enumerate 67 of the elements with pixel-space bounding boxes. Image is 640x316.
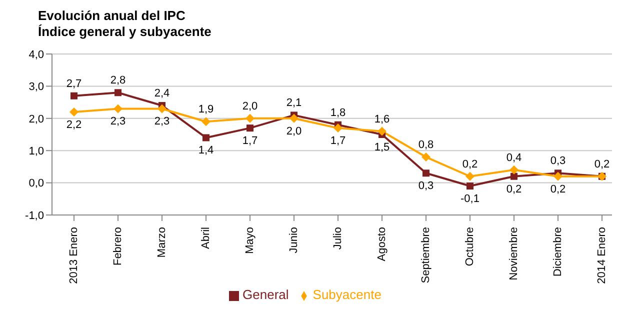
x-tick-label: Octubre xyxy=(464,227,476,266)
data-label: 0,2 xyxy=(550,183,566,196)
data-label: -0,1 xyxy=(460,193,480,206)
data-label: 0,4 xyxy=(506,152,522,164)
y-tick-label: 4,0 xyxy=(28,48,44,61)
y-tick-label: 3,0 xyxy=(28,81,44,94)
data-label: 1,4 xyxy=(198,144,214,157)
chart-title: Evolución anual del IPC xyxy=(38,8,186,24)
data-label: 2,8 xyxy=(110,74,126,87)
y-tick-label: 0,0 xyxy=(28,178,44,190)
y-tick-label: 2,0 xyxy=(28,113,44,126)
chart-subtitle: Índice general y subyacente xyxy=(38,24,212,40)
data-label: 2,1 xyxy=(286,97,302,110)
point xyxy=(202,134,210,142)
data-label: 0,8 xyxy=(418,139,434,152)
point xyxy=(246,124,254,132)
data-label: 0,2 xyxy=(462,158,478,170)
data-label: 2,7 xyxy=(66,78,82,90)
data-label: 0,3 xyxy=(550,155,566,168)
point xyxy=(422,170,430,177)
y-tick-label: -1,0 xyxy=(25,210,44,222)
data-label: 2,0 xyxy=(242,100,258,112)
x-tick-label: Marzo xyxy=(156,227,168,258)
point xyxy=(70,92,78,100)
x-tick-label: Julio xyxy=(332,227,344,250)
y-tick-label: 1,0 xyxy=(28,146,44,158)
x-tick-label: Septiembre xyxy=(420,227,432,284)
x-tick-label: Diciembre xyxy=(552,227,564,277)
data-label: 1,9 xyxy=(198,104,214,116)
point xyxy=(290,114,298,123)
data-label: 1,8 xyxy=(330,106,346,119)
x-tick-label: Agosto xyxy=(376,227,388,262)
point xyxy=(114,104,122,114)
point xyxy=(510,172,518,180)
data-label: 2,0 xyxy=(286,125,302,138)
data-label: 2,2 xyxy=(66,118,82,131)
data-label: 0,3 xyxy=(418,180,434,192)
point xyxy=(202,117,210,126)
x-tick-label: Noviembre xyxy=(508,227,520,280)
point xyxy=(70,107,78,116)
data-label: 2,3 xyxy=(154,116,170,128)
x-tick-label: Mayo xyxy=(244,227,256,254)
data-label: 1,7 xyxy=(330,135,346,148)
point xyxy=(246,114,254,123)
point xyxy=(114,89,122,96)
data-label: 2,3 xyxy=(110,116,126,128)
data-label: 1,6 xyxy=(374,113,390,126)
x-tick-label: 2014 Enero xyxy=(596,227,608,284)
x-tick-label: Febrero xyxy=(112,227,124,266)
point xyxy=(334,124,342,133)
data-label: 1,7 xyxy=(242,135,258,148)
x-tick-label: Abril xyxy=(200,227,212,250)
point xyxy=(422,152,430,162)
legend-label: General xyxy=(242,287,289,302)
data-label: 0,2 xyxy=(594,158,610,170)
point xyxy=(466,182,474,190)
x-tick-label: 2013 Enero xyxy=(68,227,80,284)
x-tick-label: Junio xyxy=(288,227,300,254)
point xyxy=(466,172,474,181)
point xyxy=(510,165,518,174)
data-label: 2,4 xyxy=(154,88,170,100)
point xyxy=(378,126,386,136)
point xyxy=(554,172,562,181)
data-label: 1,5 xyxy=(374,142,390,154)
point xyxy=(158,104,166,114)
data-label: 0,2 xyxy=(506,183,522,196)
legend-label: Subyacente xyxy=(312,287,382,302)
